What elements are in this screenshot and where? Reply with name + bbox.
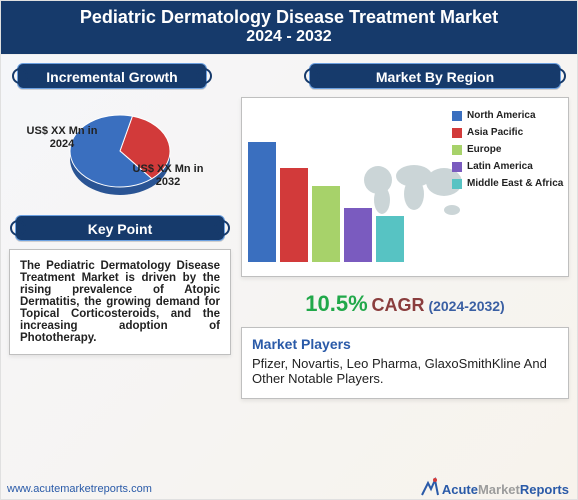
legend-swatch [452, 179, 462, 189]
cagr-line: 10.5% CAGR (2024-2032) [241, 291, 569, 317]
legend-swatch [452, 128, 462, 138]
logo-text-reports: Reports [520, 482, 569, 497]
bar-north-america [248, 142, 276, 262]
bar-europe [312, 186, 340, 262]
logo-icon [420, 477, 440, 497]
ribbon-market-by-region: Market By Region [309, 63, 561, 89]
legend-label: Latin America [467, 161, 533, 172]
ribbon-key-point: Key Point [15, 215, 225, 241]
legend-item: Latin America [452, 161, 564, 172]
ribbon-incremental-growth: Incremental Growth [17, 63, 207, 89]
footer-url: www.acutemarketreports.com [7, 483, 152, 495]
market-players-header: Market Players [252, 336, 558, 352]
right-column: Market By Region North America Asia Pacif… [239, 63, 571, 399]
cagr-label: CAGR [372, 295, 425, 315]
cagr-pct: 10.5% [305, 291, 367, 316]
pie-svg [45, 101, 195, 211]
legend-swatch [452, 145, 462, 155]
left-column: Incremental Growth US$ XX Mn in 2024 US$… [7, 63, 233, 355]
bar-asia-pacific [280, 168, 308, 262]
page-title: Pediatric Dermatology Disease Treatment … [1, 7, 577, 28]
legend-label: Europe [467, 144, 501, 155]
content-area: Incremental Growth US$ XX Mn in 2024 US$… [1, 55, 577, 475]
region-legend: North America Asia Pacific Europe Latin Ame… [452, 104, 564, 195]
legend-item: Europe [452, 144, 564, 155]
cagr-range: (2024-2032) [428, 298, 504, 314]
pie-label-2024: US$ XX Mn in 2024 [17, 125, 107, 151]
pie-label-2032: US$ XX Mn in 2032 [123, 163, 213, 189]
legend-swatch [452, 111, 462, 121]
region-card: North America Asia Pacific Europe Latin Ame… [241, 97, 569, 277]
legend-item: Middle East & Africa [452, 178, 564, 189]
key-point-card: The Pediatric Dermatology Disease Treatm… [9, 249, 231, 355]
legend-item: Asia Pacific [452, 127, 564, 138]
title-bar: Pediatric Dermatology Disease Treatment … [1, 1, 577, 55]
logo-text-acute: Acute [442, 482, 478, 497]
market-players-card: Market Players Pfizer, Novartis, Leo Pha… [241, 327, 569, 399]
page-subtitle: 2024 - 2032 [1, 28, 577, 46]
logo-text-market: Market [478, 482, 520, 497]
legend-label: Asia Pacific [467, 127, 523, 138]
legend-item: North America [452, 110, 564, 121]
legend-label: North America [467, 110, 536, 121]
legend-label: Middle East & Africa [467, 178, 563, 189]
market-players-body: Pfizer, Novartis, Leo Pharma, GlaxoSmith… [252, 356, 558, 386]
infographic-page: Pediatric Dermatology Disease Treatment … [0, 0, 578, 500]
legend-swatch [452, 162, 462, 172]
brand-logo: Acute Market Reports [420, 477, 569, 497]
pie-chart: US$ XX Mn in 2024 US$ XX Mn in 2032 [45, 101, 195, 211]
